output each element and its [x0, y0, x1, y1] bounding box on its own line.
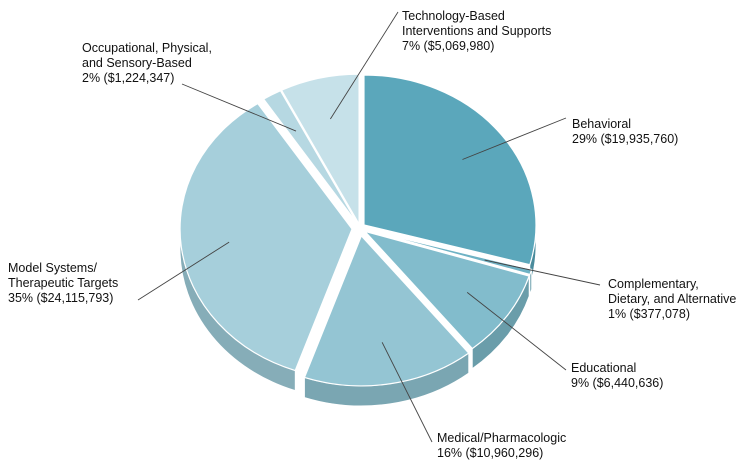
slice-label-name: Educational: [571, 361, 636, 375]
leader-line: [181, 83, 297, 132]
pie-slice: [363, 74, 537, 266]
pie-slice: [365, 229, 533, 276]
slice-label-name: Technology-Based: [402, 9, 505, 23]
leader-line: [330, 11, 399, 120]
slice-label-value: 7% ($5,069,980): [402, 39, 494, 53]
slice-label-name: Occupational, Physical,: [82, 41, 212, 55]
slice-label-name: Medical/Pharmacologic: [437, 431, 566, 445]
slice-label-value: 29% ($19,935,760): [572, 132, 678, 146]
slice-label-value: 16% ($10,960,296): [437, 446, 543, 460]
pie-slice: [363, 230, 530, 350]
pie-slice: [262, 89, 359, 225]
leader-line: [137, 241, 230, 301]
pie-slice: [179, 102, 353, 372]
slice-label-value: 1% ($377,078): [608, 307, 690, 321]
leader-lines: [137, 11, 601, 443]
slice-label-name: Complementary,: [608, 277, 699, 291]
pie-slice: [303, 234, 470, 387]
leader-line: [484, 259, 601, 286]
slice-label-value: 9% ($6,440,636): [571, 376, 663, 390]
slice-label-name: and Sensory-Based: [82, 56, 192, 70]
leader-line: [462, 117, 567, 160]
slice-label-name: Therapeutic Targets: [8, 276, 118, 290]
leader-line: [381, 342, 433, 443]
slice-label-name: Dietary, and Alternative: [608, 292, 736, 306]
slice-label-name: Model Systems/: [8, 261, 97, 275]
slice-label-name: Behavioral: [572, 117, 631, 131]
pie-slices: [179, 73, 537, 387]
slice-label-value: 35% ($24,115,793): [8, 291, 113, 305]
slice-label-value: 2% ($1,224,347): [82, 71, 174, 85]
slice-label-name: Interventions and Supports: [402, 24, 551, 38]
leader-line: [466, 291, 567, 371]
